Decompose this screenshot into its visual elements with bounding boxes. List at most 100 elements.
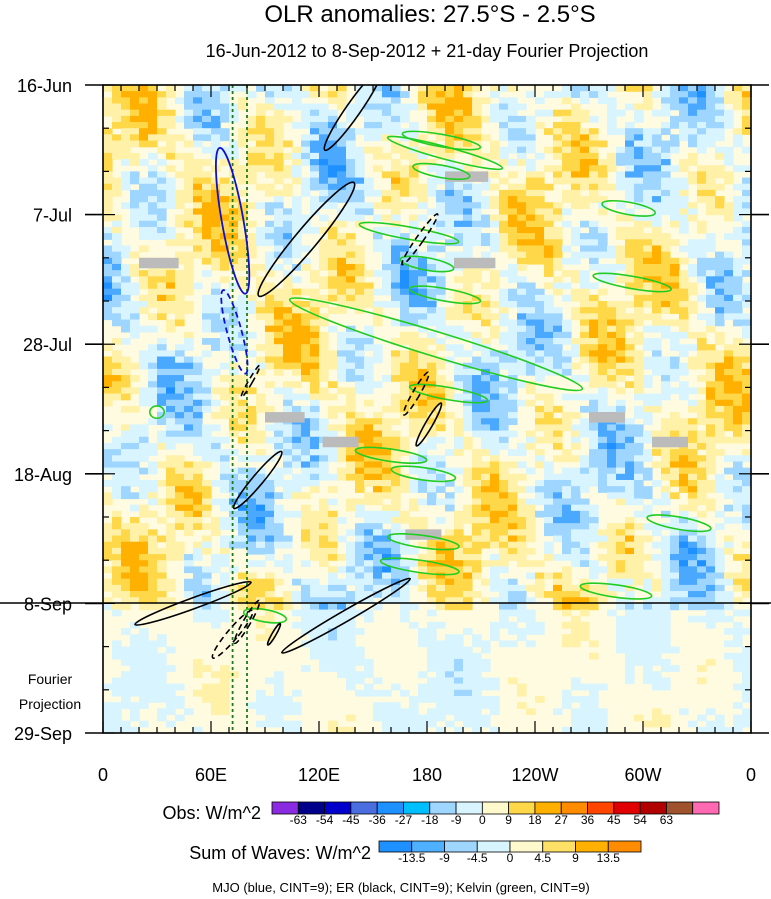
heat-cell (256, 152, 266, 160)
heat-cell (535, 301, 545, 308)
heat-cell (283, 270, 293, 277)
heat-cell (355, 529, 365, 537)
heat-cell (733, 263, 743, 271)
heat-cell (625, 547, 635, 555)
heat-cell (535, 214, 545, 222)
heat-cell (490, 152, 500, 160)
heat-cell (526, 442, 536, 450)
heat-cell (301, 609, 311, 617)
heat-cell (157, 362, 167, 370)
heat-cell (445, 85, 455, 92)
heat-cell (634, 405, 644, 413)
heat-cell (364, 208, 374, 216)
heat-cell (616, 301, 626, 308)
heat-cell (733, 418, 743, 426)
heat-cell (544, 165, 554, 172)
heat-cell (670, 202, 680, 210)
heat-cell (247, 517, 257, 524)
heat-cell (634, 393, 644, 401)
heat-cell (436, 652, 446, 660)
heat-cell (157, 695, 167, 703)
heat-cell (220, 263, 230, 271)
heat-cell (355, 387, 365, 395)
heat-cell (283, 301, 293, 308)
heat-cell (598, 597, 608, 604)
heat-cell (553, 171, 563, 179)
heat-cell (733, 412, 743, 419)
heat-cell (526, 517, 536, 524)
heat-cell (499, 393, 509, 401)
heat-cell (211, 560, 221, 567)
heat-cell (175, 294, 185, 302)
heat-cell (337, 615, 347, 623)
heat-cell (202, 159, 212, 166)
heat-cell (202, 183, 212, 191)
heat-cell (553, 245, 563, 253)
heat-cell (229, 412, 239, 419)
heat-cell (652, 109, 662, 117)
heat-cell (301, 405, 311, 413)
heat-cell (157, 270, 167, 277)
heat-cell (112, 708, 122, 716)
heat-cell (454, 554, 464, 561)
heat-cell (148, 541, 158, 549)
heat-cell (130, 301, 140, 308)
heat-cell (562, 91, 572, 98)
heat-cell (148, 294, 158, 302)
heat-cell (580, 430, 590, 438)
heat-cell (544, 393, 554, 401)
heat-cell (400, 350, 410, 358)
heat-cell (544, 109, 554, 117)
heat-cell (310, 646, 320, 654)
heat-cell (706, 405, 716, 413)
heat-cell (679, 368, 689, 376)
heat-cell (202, 109, 212, 117)
heat-cell (391, 294, 401, 302)
heat-cell (616, 214, 626, 222)
heat-cell (634, 455, 644, 463)
heat-cell (661, 646, 671, 654)
heat-cell (499, 387, 509, 395)
heat-cell (283, 387, 293, 395)
heat-cell (418, 473, 428, 481)
heat-cell (310, 381, 320, 388)
heat-cell (283, 399, 293, 407)
heat-cell (715, 196, 725, 203)
heat-cell (562, 189, 572, 197)
heat-cell (499, 313, 509, 321)
heat-cell (490, 196, 500, 203)
heat-cell (301, 442, 311, 450)
heat-cell (157, 603, 167, 611)
heat-cell (652, 146, 662, 154)
heat-cell (256, 122, 266, 129)
heat-cell (247, 177, 257, 185)
heat-cell (418, 683, 428, 691)
heat-cell (328, 529, 338, 537)
heat-cell (598, 381, 608, 388)
heat-cell (427, 492, 437, 500)
heat-cell (508, 159, 518, 166)
heat-cell (409, 523, 419, 530)
heat-cell (292, 313, 302, 321)
heat-cell (202, 251, 212, 259)
heat-cell (139, 282, 149, 290)
heat-cell (490, 597, 500, 604)
heat-cell (625, 177, 635, 185)
heat-cell (328, 405, 338, 413)
heat-cell (184, 412, 194, 419)
heat-cell (742, 313, 751, 321)
heat-cell (562, 146, 572, 154)
heat-cell (202, 603, 212, 611)
heat-cell (679, 350, 689, 358)
heat-cell (454, 196, 464, 203)
heat-cell (643, 177, 653, 185)
heat-cell (715, 584, 725, 592)
heat-cell (742, 189, 751, 197)
heat-cell (184, 183, 194, 191)
heat-cell (463, 103, 473, 111)
heat-cell (589, 523, 599, 530)
heat-cell (535, 202, 545, 210)
heat-cell (220, 325, 230, 333)
heat-cell (112, 338, 122, 345)
heat-cell (283, 393, 293, 401)
